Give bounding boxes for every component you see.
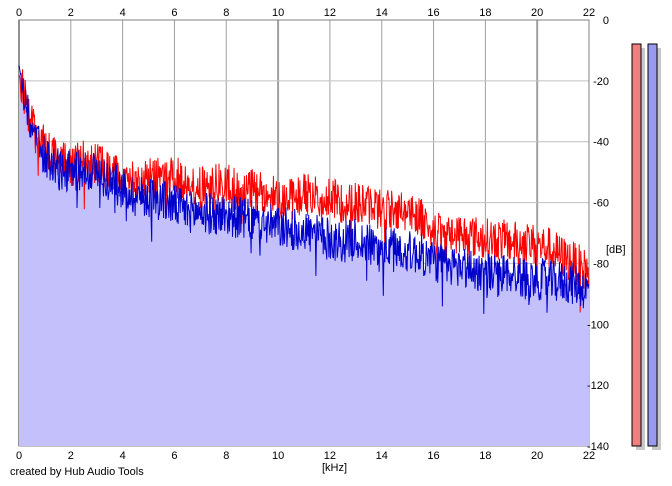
x-tick-label-bottom: 14 <box>376 450 388 462</box>
x-tick-label-bottom: 2 <box>68 450 74 462</box>
x-tick-label-top: 16 <box>427 7 439 19</box>
x-tick-label-bottom: 6 <box>171 450 177 462</box>
y-tick-label: -40 <box>593 137 609 149</box>
x-tick-label-bottom: 20 <box>531 450 543 462</box>
red-series-line <box>18 69 590 313</box>
y-tick-label: -120 <box>587 380 609 392</box>
x-tick-label-top: 14 <box>376 7 388 19</box>
x-tick-label-top: 20 <box>531 7 543 19</box>
meter-left <box>631 43 642 447</box>
x-tick-label-bottom: 12 <box>324 450 336 462</box>
x-tick-label-top: 22 <box>583 7 595 19</box>
series-layer <box>18 65 590 314</box>
x-tick-label-top: 10 <box>272 7 284 19</box>
x-tick-label-top: 2 <box>68 7 74 19</box>
x-tick-label-bottom: 22 <box>583 450 595 462</box>
x-tick-label-bottom: 18 <box>479 450 491 462</box>
x-tick-label-bottom: 0 <box>16 450 22 462</box>
x-axis-label: [kHz] <box>322 462 347 474</box>
y-tick-label: -20 <box>593 76 609 88</box>
x-tick-label-top: 12 <box>324 7 336 19</box>
spectrum-fill-area <box>19 65 589 446</box>
y-tick-label: -100 <box>587 319 609 331</box>
meter-right <box>647 43 658 447</box>
credit-text: created by Hub Audio Tools <box>10 466 144 478</box>
x-tick-label-bottom: 8 <box>223 450 229 462</box>
x-tick-label-top: 8 <box>223 7 229 19</box>
x-tick-label-top: 4 <box>120 7 126 19</box>
x-tick-label-top: 18 <box>479 7 491 19</box>
y-tick-label: -140 <box>587 441 609 453</box>
x-tick-label-bottom: 10 <box>272 450 284 462</box>
x-tick-label-top: 0 <box>16 7 22 19</box>
y-axis-label: [dB] <box>606 244 626 256</box>
level-meters <box>631 43 661 450</box>
x-tick-label-bottom: 4 <box>120 450 126 462</box>
tick-labels: 002244668810101212141416161818202022220-… <box>16 7 609 462</box>
y-tick-label: 0 <box>603 15 609 27</box>
y-tick-label: -80 <box>593 258 609 270</box>
y-tick-label: -60 <box>593 198 609 210</box>
x-tick-label-bottom: 16 <box>427 450 439 462</box>
x-tick-label-top: 6 <box>171 7 177 19</box>
blue-series-line <box>18 65 590 314</box>
